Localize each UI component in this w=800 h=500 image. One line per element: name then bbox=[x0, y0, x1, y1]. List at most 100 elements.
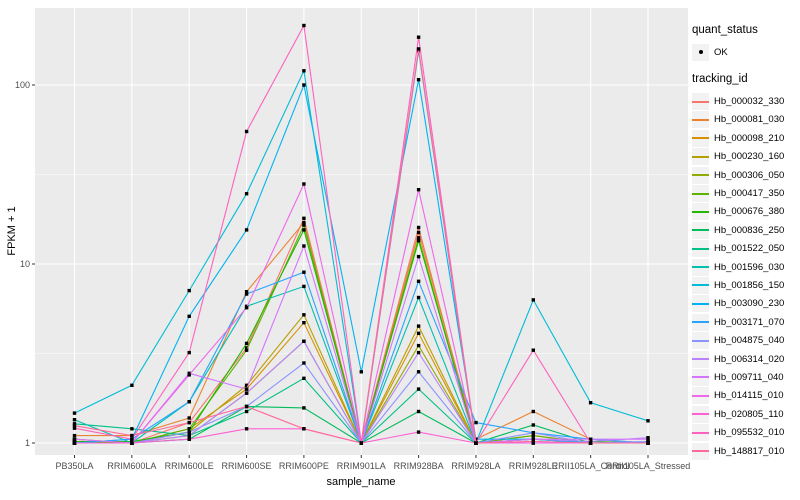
data-point bbox=[187, 437, 191, 441]
data-point bbox=[416, 430, 421, 434]
legend-key-box bbox=[692, 295, 709, 313]
series-color-line-icon bbox=[692, 118, 709, 121]
legend-item-label: Hb_000032_330 bbox=[714, 96, 785, 108]
data-point bbox=[72, 422, 77, 426]
data-point bbox=[187, 400, 191, 404]
data-point bbox=[244, 348, 249, 352]
data-point bbox=[302, 313, 306, 317]
legend-item-label: Hb_009711_040 bbox=[714, 371, 784, 383]
legend-item-label: Hb_006314_020 bbox=[714, 353, 785, 365]
data-point bbox=[130, 437, 134, 441]
legend-key-box bbox=[692, 148, 709, 166]
legend-item-Hb_003090_230[interactable]: Hb_003090_230 bbox=[692, 295, 798, 313]
data-point bbox=[359, 370, 363, 374]
legend-key-box bbox=[692, 203, 709, 221]
legend-key-box bbox=[692, 240, 709, 258]
legend-item-Hb_148817_010[interactable]: Hb_148817_010 bbox=[692, 442, 798, 460]
series-color-line-icon bbox=[692, 192, 709, 195]
data-point bbox=[416, 236, 421, 240]
series-color-line-icon bbox=[692, 174, 709, 177]
legend-item-Hb_095532_010[interactable]: Hb_095532_010 bbox=[692, 423, 798, 442]
legend-item-Hb_000098_210[interactable]: Hb_000098_210 bbox=[692, 129, 798, 147]
legend-key-box bbox=[692, 387, 709, 405]
data-point bbox=[244, 341, 249, 346]
series-color-line-icon bbox=[692, 321, 709, 324]
data-point bbox=[531, 433, 535, 438]
series-color-line-icon bbox=[692, 394, 709, 397]
legend-item-Hb_014115_010[interactable]: Hb_014115_010 bbox=[692, 387, 798, 405]
legend-item-Hb_000032_330[interactable]: Hb_000032_330 bbox=[692, 92, 798, 111]
data-point bbox=[588, 441, 593, 445]
series-Hb_148817_010 bbox=[72, 47, 650, 445]
data-point bbox=[646, 419, 650, 423]
legend-key-box bbox=[692, 313, 709, 331]
legend-item-Hb_000081_030[interactable]: Hb_000081_030 bbox=[692, 111, 798, 129]
legend-title-tracking-id: tracking_id bbox=[692, 73, 748, 86]
data-point bbox=[302, 339, 306, 343]
data-point bbox=[588, 437, 593, 441]
data-point bbox=[302, 427, 306, 431]
data-point bbox=[72, 411, 77, 415]
data-point bbox=[416, 254, 421, 259]
x-tick-label: RRIM928LA bbox=[451, 461, 501, 471]
legend-item-label: Hb_148817_010 bbox=[714, 445, 785, 457]
legend-item-Hb_006314_020[interactable]: Hb_006314_020 bbox=[692, 350, 798, 368]
legend-key-box bbox=[692, 166, 709, 184]
legend-item-Hb_009711_040[interactable]: Hb_009711_040 bbox=[692, 368, 798, 386]
data-point bbox=[72, 437, 77, 441]
data-point bbox=[302, 270, 306, 274]
legend-key-box bbox=[692, 221, 709, 239]
series-color-line-icon bbox=[692, 210, 709, 213]
legend-item-Hb_020805_110[interactable]: Hb_020805_110 bbox=[692, 405, 798, 423]
legend-key-box bbox=[692, 258, 709, 276]
data-point bbox=[72, 441, 77, 445]
legend-item-Hb_000230_160[interactable]: Hb_000230_160 bbox=[692, 148, 798, 166]
x-tick-label: RRII105LA_Stressed bbox=[605, 461, 691, 471]
legend-item-Hb_000417_350[interactable]: Hb_000417_350 bbox=[692, 184, 798, 203]
data-point bbox=[302, 221, 306, 225]
legend-key-box bbox=[692, 424, 709, 442]
legend-item-label: Hb_001522_050 bbox=[714, 243, 785, 255]
data-point bbox=[646, 441, 650, 445]
legend-item-Hb_003171_070[interactable]: Hb_003171_070 bbox=[692, 313, 798, 331]
legend-item-Hb_001522_050[interactable]: Hb_001522_050 bbox=[692, 240, 798, 258]
data-point bbox=[531, 437, 535, 441]
legend-item-ok[interactable]: OK bbox=[692, 43, 798, 61]
data-point bbox=[244, 404, 249, 409]
series-color-line-icon bbox=[692, 339, 709, 342]
data-point bbox=[416, 295, 421, 300]
data-point bbox=[130, 427, 134, 431]
legend-item-label: Hb_000836_250 bbox=[714, 224, 785, 236]
series-color-line-icon bbox=[692, 431, 709, 434]
legend-item-label: Hb_000098_210 bbox=[714, 132, 785, 144]
legend-item-label: Hb_000230_160 bbox=[714, 151, 785, 163]
data-point bbox=[302, 376, 306, 380]
data-point bbox=[244, 129, 249, 134]
legend-item-Hb_000306_050[interactable]: Hb_000306_050 bbox=[692, 166, 798, 184]
legend-item-Hb_000836_250[interactable]: Hb_000836_250 bbox=[692, 221, 798, 239]
data-point bbox=[244, 391, 249, 395]
legend-item-label: Hb_003090_230 bbox=[714, 298, 785, 310]
legend-item-label: Hb_000417_350 bbox=[714, 188, 785, 200]
data-point bbox=[72, 433, 77, 438]
data-point bbox=[244, 383, 249, 387]
data-point bbox=[588, 401, 593, 405]
legend-item-label: Hb_001856_150 bbox=[714, 279, 785, 291]
legend-key-box bbox=[692, 405, 709, 423]
series-color-line-icon bbox=[692, 155, 709, 158]
legend-item-Hb_000676_380[interactable]: Hb_000676_380 bbox=[692, 203, 798, 221]
legend-item-Hb_001596_030[interactable]: Hb_001596_030 bbox=[692, 258, 798, 276]
data-point bbox=[187, 350, 191, 355]
data-point bbox=[302, 182, 306, 186]
legend-item-Hb_004875_040[interactable]: Hb_004875_040 bbox=[692, 331, 798, 350]
y-tick-label: 100 bbox=[14, 80, 30, 90]
legend-key-box bbox=[692, 43, 709, 61]
data-point bbox=[416, 188, 421, 192]
data-point bbox=[302, 361, 306, 365]
legend-item-Hb_001856_150[interactable]: Hb_001856_150 bbox=[692, 276, 798, 294]
data-point bbox=[244, 427, 249, 431]
data-point bbox=[244, 346, 249, 350]
legend-item-label: OK bbox=[714, 46, 728, 58]
legend-item-label: Hb_020805_110 bbox=[714, 408, 784, 420]
